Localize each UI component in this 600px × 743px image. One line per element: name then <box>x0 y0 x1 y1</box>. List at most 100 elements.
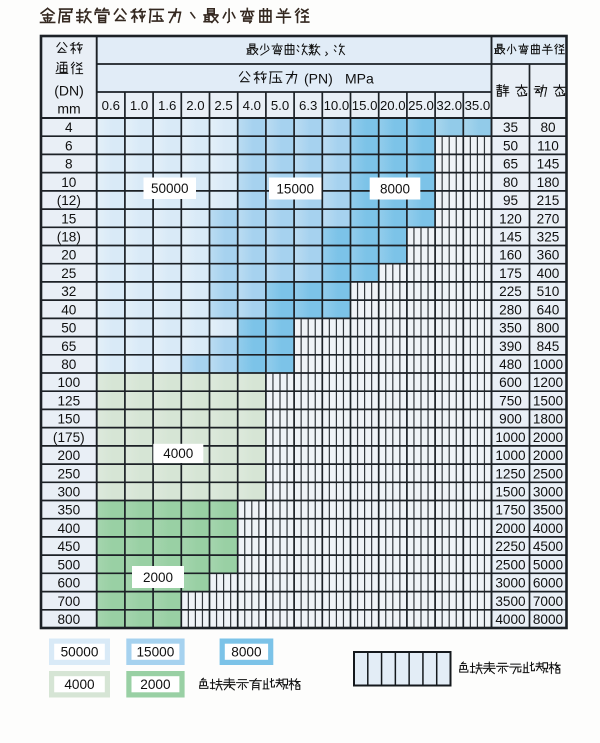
svg-text:95: 95 <box>503 193 518 208</box>
svg-text:35: 35 <box>503 120 518 135</box>
svg-text:750: 750 <box>499 393 522 408</box>
svg-text:50: 50 <box>61 321 77 336</box>
svg-text:110: 110 <box>537 138 559 153</box>
svg-text:160: 160 <box>499 248 522 263</box>
svg-text:65: 65 <box>503 157 518 172</box>
svg-text:(175): (175) <box>53 430 85 445</box>
svg-text:200: 200 <box>57 448 80 463</box>
svg-text:8000: 8000 <box>231 645 262 660</box>
svg-text:450: 450 <box>57 539 80 554</box>
svg-text:845: 845 <box>537 339 560 354</box>
svg-text:5.0: 5.0 <box>271 98 289 113</box>
svg-text:700: 700 <box>57 594 80 609</box>
svg-text:50000: 50000 <box>151 181 189 196</box>
svg-text:0.6: 0.6 <box>102 98 120 113</box>
svg-text:510: 510 <box>537 284 560 299</box>
svg-text:6000: 6000 <box>533 576 564 591</box>
svg-text:1200: 1200 <box>533 375 564 390</box>
svg-text:32.0: 32.0 <box>436 98 462 113</box>
svg-text:2.0: 2.0 <box>186 98 204 113</box>
svg-text:4.0: 4.0 <box>243 98 261 113</box>
svg-text:2000: 2000 <box>495 521 526 536</box>
svg-text:25.0: 25.0 <box>408 98 434 113</box>
svg-text:325: 325 <box>537 230 560 245</box>
svg-text:270: 270 <box>537 211 560 226</box>
svg-text:3500: 3500 <box>495 594 526 609</box>
svg-text:20: 20 <box>61 248 77 263</box>
svg-text:250: 250 <box>57 466 80 481</box>
svg-text:1800: 1800 <box>533 412 564 427</box>
svg-text:2500: 2500 <box>533 466 564 481</box>
svg-text:360: 360 <box>537 248 560 263</box>
svg-text:1000: 1000 <box>495 448 526 463</box>
svg-text:3000: 3000 <box>495 576 526 591</box>
svg-text:5000: 5000 <box>533 557 564 572</box>
svg-text:4500: 4500 <box>533 539 564 554</box>
svg-text:175: 175 <box>499 266 522 281</box>
svg-text:4: 4 <box>65 120 73 135</box>
svg-text:80: 80 <box>540 120 556 135</box>
svg-text:1.6: 1.6 <box>158 98 176 113</box>
svg-text:(PN): (PN) <box>304 71 333 87</box>
svg-text:MPa: MPa <box>345 71 374 87</box>
svg-text:1750: 1750 <box>495 503 526 518</box>
svg-text:300: 300 <box>57 485 80 500</box>
svg-text:(12): (12) <box>57 193 81 208</box>
svg-text:mm: mm <box>57 101 80 117</box>
svg-text:400: 400 <box>537 266 560 281</box>
svg-text:100: 100 <box>57 375 80 390</box>
svg-text:600: 600 <box>57 576 80 591</box>
svg-text:35.0: 35.0 <box>465 98 491 113</box>
svg-text:2250: 2250 <box>495 539 526 554</box>
svg-text:1500: 1500 <box>533 393 564 408</box>
svg-text:10: 10 <box>61 175 77 190</box>
svg-text:15000: 15000 <box>276 181 314 196</box>
svg-text:20.0: 20.0 <box>380 98 406 113</box>
svg-text:2000: 2000 <box>533 430 564 445</box>
svg-text:50000: 50000 <box>61 645 99 660</box>
svg-text:480: 480 <box>499 357 522 372</box>
svg-text:350: 350 <box>57 503 80 518</box>
svg-text:4000: 4000 <box>64 677 95 692</box>
svg-text:215: 215 <box>537 193 560 208</box>
svg-text:65: 65 <box>61 339 76 354</box>
svg-text:600: 600 <box>499 375 522 390</box>
svg-text:25: 25 <box>61 266 76 281</box>
svg-text:8000: 8000 <box>380 181 410 196</box>
svg-text:500: 500 <box>57 557 80 572</box>
svg-text:1500: 1500 <box>495 485 526 500</box>
svg-text:15: 15 <box>61 211 76 226</box>
svg-text:7000: 7000 <box>533 594 564 609</box>
svg-text:8: 8 <box>65 157 73 172</box>
svg-text:350: 350 <box>499 321 522 336</box>
svg-text:390: 390 <box>499 339 522 354</box>
svg-text:1250: 1250 <box>495 466 526 481</box>
svg-text:180: 180 <box>537 175 560 190</box>
svg-text:1000: 1000 <box>495 430 526 445</box>
svg-text:400: 400 <box>57 521 80 536</box>
svg-text:900: 900 <box>499 412 522 427</box>
svg-text:150: 150 <box>57 412 80 427</box>
svg-text:800: 800 <box>537 321 560 336</box>
svg-text:2000: 2000 <box>140 677 171 692</box>
svg-text:1000: 1000 <box>533 357 564 372</box>
svg-text:32: 32 <box>61 284 76 299</box>
svg-text:2.5: 2.5 <box>214 98 232 113</box>
svg-text:80: 80 <box>61 357 77 372</box>
svg-text:120: 120 <box>499 211 522 226</box>
svg-text:800: 800 <box>57 612 80 627</box>
svg-text:145: 145 <box>537 157 560 172</box>
svg-text:15000: 15000 <box>136 645 174 660</box>
svg-text:3500: 3500 <box>533 503 564 518</box>
svg-text:4000: 4000 <box>163 446 193 461</box>
svg-text:4000: 4000 <box>533 521 564 536</box>
svg-text:145: 145 <box>499 230 522 245</box>
svg-text:(DN): (DN) <box>54 83 84 99</box>
svg-text:640: 640 <box>537 302 560 317</box>
svg-text:8000: 8000 <box>533 612 564 627</box>
svg-text:2000: 2000 <box>143 570 173 585</box>
svg-text:2000: 2000 <box>533 448 564 463</box>
svg-text:(18): (18) <box>57 230 81 245</box>
svg-text:40: 40 <box>61 302 77 317</box>
svg-text:125: 125 <box>57 393 80 408</box>
